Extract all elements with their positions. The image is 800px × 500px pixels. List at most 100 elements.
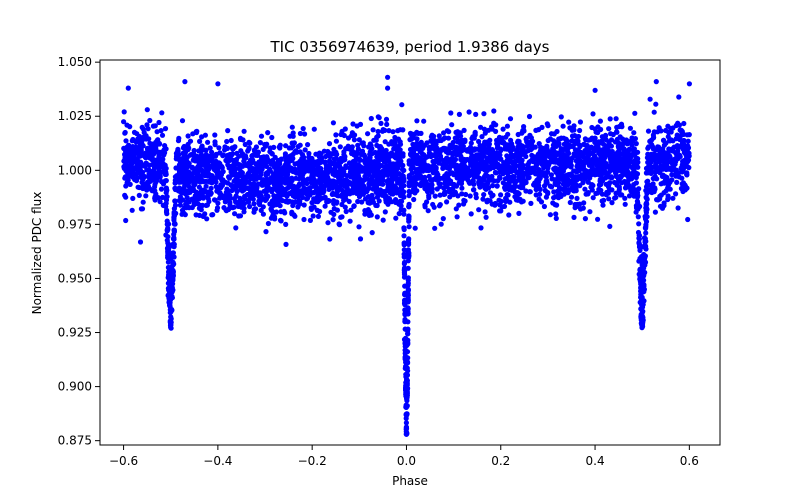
- data-point: [289, 165, 295, 172]
- data-point: [657, 193, 663, 199]
- data-point: [314, 162, 320, 168]
- data-point: [295, 204, 301, 210]
- data-point: [561, 187, 567, 193]
- data-point: [582, 216, 589, 222]
- data-point: [513, 179, 519, 185]
- data-point: [301, 202, 307, 208]
- data-point: [372, 149, 378, 156]
- data-point: [568, 180, 574, 186]
- data-point: [154, 129, 160, 135]
- data-point: [351, 171, 357, 177]
- data-point: [436, 203, 443, 209]
- eclipse-point: [165, 247, 171, 253]
- data-point: [414, 152, 420, 158]
- data-point: [588, 184, 594, 190]
- data-point: [319, 183, 325, 190]
- eclipse-point: [638, 299, 644, 305]
- data-point: [248, 192, 254, 198]
- data-point: [177, 194, 183, 200]
- data-point: [543, 174, 549, 180]
- data-point: [659, 205, 666, 211]
- data-point: [451, 172, 457, 178]
- data-point: [255, 163, 261, 169]
- eclipse-point: [405, 292, 411, 299]
- data-point: [428, 152, 434, 158]
- data-point: [232, 211, 238, 217]
- data-point: [199, 187, 205, 193]
- eclipse-point: [402, 347, 408, 353]
- data-point: [551, 167, 558, 173]
- data-point: [156, 119, 162, 126]
- data-point: [571, 123, 577, 129]
- data-point: [660, 146, 666, 152]
- data-point: [175, 148, 181, 154]
- eclipse-point: [639, 305, 645, 312]
- data-point: [495, 161, 501, 167]
- data-point: [658, 181, 664, 187]
- data-point: [515, 138, 521, 144]
- data-point: [132, 157, 138, 163]
- data-point: [153, 179, 159, 185]
- data-point: [454, 214, 460, 220]
- outlier-point: [653, 79, 659, 85]
- data-point: [148, 175, 154, 181]
- data-point: [481, 192, 487, 198]
- data-point: [429, 189, 435, 195]
- data-point: [368, 115, 374, 122]
- data-point: [123, 194, 129, 200]
- data-point: [375, 128, 381, 135]
- data-point: [245, 170, 252, 176]
- eclipse-point: [403, 374, 409, 380]
- data-point: [507, 199, 513, 205]
- data-point: [265, 193, 271, 199]
- data-point: [153, 191, 159, 197]
- data-point: [399, 198, 405, 204]
- data-point: [124, 144, 130, 150]
- data-point: [251, 183, 257, 189]
- data-point: [297, 171, 303, 177]
- eclipse-point: [643, 187, 649, 194]
- data-point: [412, 190, 418, 196]
- data-point: [585, 170, 591, 176]
- data-point: [242, 193, 248, 199]
- data-point: [356, 137, 362, 143]
- data-point: [561, 151, 567, 158]
- data-point: [365, 176, 371, 182]
- eclipse-point: [642, 243, 648, 249]
- data-point: [203, 178, 209, 184]
- eclipse-point: [635, 156, 641, 162]
- data-point: [607, 156, 614, 162]
- data-point: [393, 199, 399, 205]
- data-point: [234, 188, 240, 195]
- eclipse-point: [406, 173, 412, 179]
- data-point: [237, 195, 243, 201]
- data-point: [142, 153, 148, 159]
- data-point: [359, 199, 365, 205]
- data-point: [322, 194, 328, 200]
- data-point: [530, 166, 536, 172]
- data-point: [545, 165, 551, 171]
- data-point: [654, 197, 660, 203]
- data-point: [614, 136, 621, 142]
- data-point: [136, 192, 142, 198]
- data-point: [484, 199, 490, 205]
- data-point: [302, 131, 308, 137]
- data-point: [265, 220, 271, 227]
- data-point: [498, 198, 504, 204]
- data-point: [520, 143, 526, 149]
- data-point: [568, 162, 574, 169]
- data-point: [612, 162, 618, 168]
- data-point: [574, 137, 580, 143]
- data-point: [218, 192, 225, 198]
- eclipse-point: [406, 253, 412, 259]
- data-point: [440, 216, 446, 222]
- data-point: [277, 142, 283, 148]
- data-point: [461, 127, 467, 133]
- data-point: [122, 130, 128, 136]
- data-point: [331, 156, 337, 162]
- data-point: [258, 207, 264, 213]
- data-point: [299, 190, 305, 196]
- data-point: [421, 179, 427, 186]
- data-point: [596, 150, 602, 156]
- data-point: [574, 158, 580, 164]
